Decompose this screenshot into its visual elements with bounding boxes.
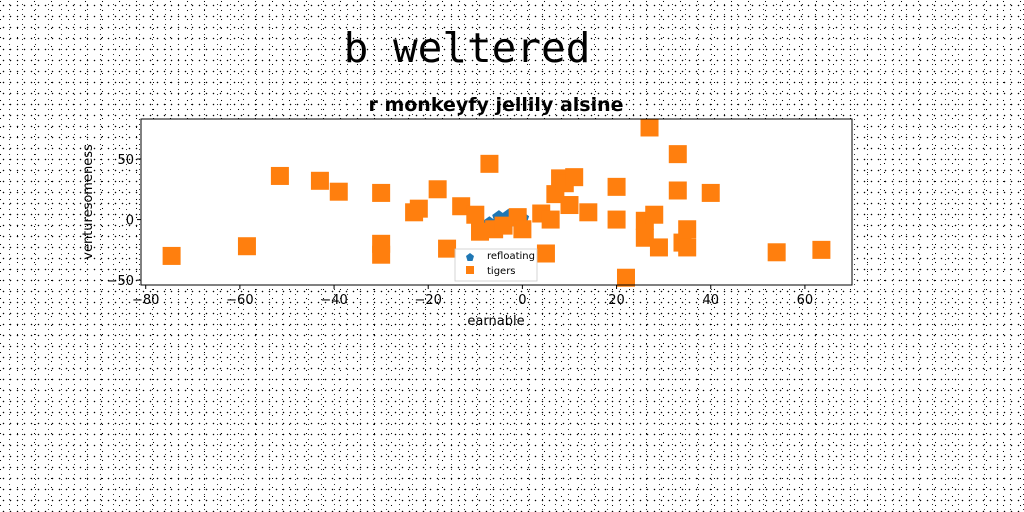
point-tigers [541, 210, 560, 229]
x-tick-label: −80 [132, 293, 159, 308]
y-axis-label: venturesomeness [81, 144, 96, 260]
point-tigers [409, 199, 428, 218]
point-tigers [678, 220, 697, 239]
chart-marks [162, 118, 831, 287]
point-tigers [607, 210, 626, 229]
point-tigers [812, 240, 831, 259]
chart-title: r monkeyfy jellily alsine [368, 94, 623, 116]
point-tigers [767, 243, 786, 262]
legend-marker-tigers [466, 266, 474, 274]
point-tigers [701, 183, 720, 202]
y-tick-label: −50 [107, 274, 134, 289]
point-tigers [310, 171, 329, 190]
legend-marker-refloating [466, 253, 474, 261]
y-axis: −50 0 50 [107, 153, 141, 289]
point-tigers [678, 238, 697, 257]
point-tigers [438, 239, 457, 258]
point-tigers [471, 222, 490, 241]
point-tigers [668, 181, 687, 200]
point-tigers [494, 216, 513, 235]
plot-frame [140, 118, 853, 286]
x-tick-label: −20 [415, 293, 442, 308]
point-tigers [536, 244, 555, 263]
point-tigers [162, 246, 181, 265]
point-tigers [452, 197, 471, 216]
point-tigers [480, 154, 499, 173]
x-axis: −80 −60 −40 −20 0 20 40 60 [132, 285, 813, 308]
point-tigers [645, 205, 664, 224]
point-tigers [640, 118, 659, 137]
x-tick-label: −60 [226, 293, 253, 308]
x-tick-label: 0 [518, 293, 526, 308]
point-tigers [668, 145, 687, 164]
point-tigers [616, 268, 635, 287]
point-tigers [607, 177, 626, 196]
y-tick-label: 50 [117, 153, 134, 168]
legend-label-refloating: refloating [487, 251, 535, 262]
point-tigers [270, 166, 289, 185]
point-tigers [649, 238, 668, 257]
legend-label-tigers: tigers [487, 266, 516, 277]
point-tigers [372, 183, 391, 202]
point-tigers [579, 203, 598, 222]
x-axis-label: earnable [467, 314, 524, 329]
point-tigers [428, 180, 447, 199]
point-tigers [513, 220, 532, 239]
x-tick-label: 20 [608, 293, 625, 308]
chart-legend: refloating tigers [454, 248, 538, 282]
x-tick-label: 60 [797, 293, 814, 308]
x-tick-label: 40 [702, 293, 719, 308]
point-tigers [560, 196, 579, 215]
x-tick-label: −40 [320, 293, 347, 308]
y-tick-label: 0 [126, 214, 134, 229]
point-tigers [635, 228, 654, 247]
point-tigers [466, 205, 485, 224]
point-tigers [329, 182, 348, 201]
point-tigers [565, 168, 584, 187]
figure-suptitle: b weltered [343, 24, 591, 72]
point-tigers [237, 237, 256, 256]
point-tigers [372, 245, 391, 264]
